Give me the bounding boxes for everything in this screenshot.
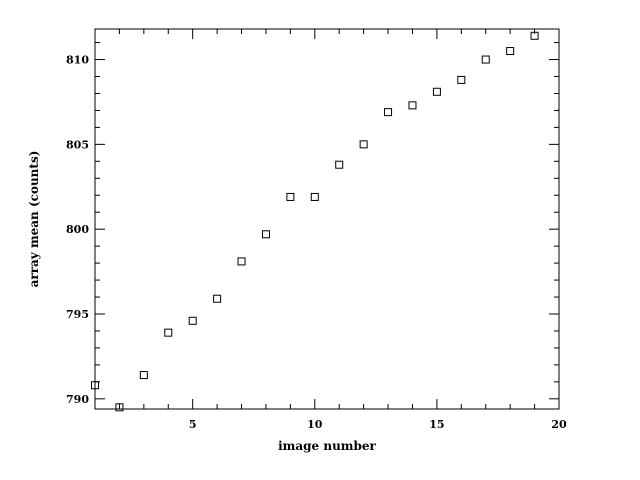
- data-point: [237, 257, 246, 266]
- data-point: [91, 381, 99, 390]
- x-tick-label: 5: [189, 418, 197, 431]
- points-group: [91, 31, 539, 412]
- data-point: [261, 230, 270, 239]
- y-tick-label: 800: [66, 223, 89, 236]
- data-point: [310, 192, 319, 201]
- x-axis-title: image number: [278, 439, 376, 453]
- data-point: [384, 108, 393, 117]
- data-point: [139, 371, 148, 380]
- y-tick-label: 790: [66, 393, 89, 406]
- data-point: [506, 47, 515, 56]
- data-point: [335, 160, 344, 169]
- x-tick-label: 15: [429, 418, 444, 431]
- y-axis-title: array mean (counts): [27, 151, 41, 288]
- data-point: [359, 140, 368, 149]
- x-tick-label: 20: [551, 418, 567, 431]
- data-point: [286, 192, 295, 201]
- data-point: [457, 75, 466, 84]
- data-point: [115, 403, 124, 412]
- data-point: [188, 316, 197, 325]
- y-tick-label: 810: [66, 54, 89, 67]
- plot-frame: [94, 28, 560, 410]
- y-tick-label: 795: [66, 308, 89, 321]
- data-point: [164, 328, 173, 337]
- data-point: [432, 87, 441, 96]
- y-tick-label: 805: [66, 138, 89, 151]
- data-point: [213, 294, 222, 303]
- tick-labels-group: 5 10 15 20 790 795 800 805 810: [66, 54, 567, 431]
- data-point: [408, 101, 417, 110]
- x-tick-label: 10: [307, 418, 323, 431]
- data-point: [481, 55, 490, 64]
- ticks-group: [94, 29, 560, 409]
- data-point: [530, 31, 539, 40]
